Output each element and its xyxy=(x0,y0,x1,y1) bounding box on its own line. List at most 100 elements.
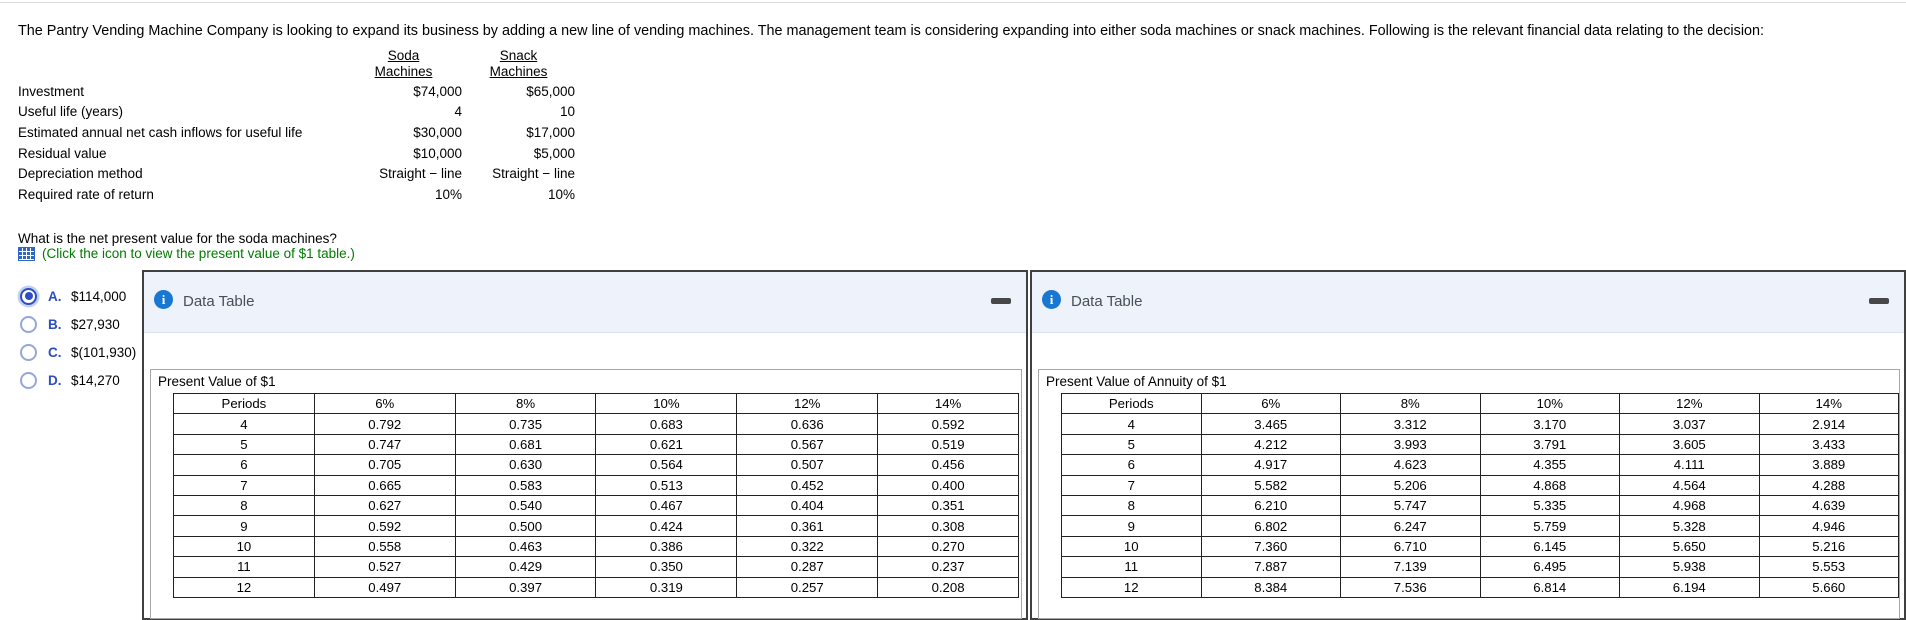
pv-cell: 4.212 xyxy=(1200,433,1341,456)
minimize-button[interactable] xyxy=(989,292,1013,310)
pv-cell: 5.206 xyxy=(1340,474,1481,496)
option-letter: A. xyxy=(48,288,62,304)
pv-cell: 0.513 xyxy=(595,474,738,496)
pv-header-cell: Periods xyxy=(1061,392,1202,415)
fin-snack-value: 10 xyxy=(559,104,575,120)
snack-header-line2: Machines xyxy=(489,63,548,79)
pv-cell: 0.540 xyxy=(454,494,597,517)
option-value: $14,270 xyxy=(71,372,120,388)
dialog-2-drag-handle[interactable]: i Data Table xyxy=(1032,272,1904,333)
pv-cell: 11 xyxy=(173,556,315,578)
answer-option-d[interactable]: D. $14,270 xyxy=(20,366,136,394)
financial-row: Required rate of return 10% 10% xyxy=(18,184,575,205)
info-icon: i xyxy=(154,290,173,309)
pv-cell: 8.384 xyxy=(1200,576,1341,598)
pv-cell: 7.360 xyxy=(1200,535,1341,558)
pv-cell: 0.208 xyxy=(877,576,1019,598)
financial-row: Depreciation method Straight − line Straig… xyxy=(18,163,575,184)
pv-cell: 5 xyxy=(173,433,315,456)
option-letter: B. xyxy=(48,316,62,332)
pv-cell: 0.400 xyxy=(877,474,1019,496)
pv-header-cell: 6% xyxy=(313,392,456,415)
fin-header-spacer xyxy=(18,37,345,81)
pv-header-cell: 8% xyxy=(454,392,597,415)
pv-cell: 0.319 xyxy=(595,576,738,598)
pv-cell: 0.735 xyxy=(454,413,597,435)
pv-cell: 9 xyxy=(173,515,315,537)
pv-data-row: 10 7.360 6.710 6.145 5.650 5.216 xyxy=(1061,535,1899,558)
fin-snack-value: 10% xyxy=(547,186,575,202)
fin-snack-value: $65,000 xyxy=(526,83,575,99)
fin-soda-value: $30,000 xyxy=(413,124,462,140)
pv-data-row: 7 0.665 0.583 0.513 0.452 0.400 xyxy=(173,474,1019,496)
pv-cell: 0.351 xyxy=(877,494,1019,517)
dialog-1-drag-handle[interactable]: i Data Table xyxy=(144,272,1026,333)
pv-data-row: 10 0.558 0.463 0.386 0.322 0.270 xyxy=(173,535,1019,558)
pv-cell: 4.564 xyxy=(1619,474,1760,496)
pv-cell: 4 xyxy=(173,413,315,435)
pv-data-row: 9 0.592 0.500 0.424 0.361 0.308 xyxy=(173,515,1019,537)
pv-cell: 6.194 xyxy=(1619,576,1760,598)
dialog-1-body: Present Value of $1 Periods 6% 8% 10% 12% 14%… xyxy=(144,333,1026,619)
pv-header-cell: 14% xyxy=(877,392,1019,415)
pv-cell: 0.792 xyxy=(313,413,456,435)
pv-data-row: 5 4.212 3.993 3.791 3.605 3.433 xyxy=(1061,433,1899,456)
pv-cell: 0.322 xyxy=(736,535,879,558)
minimize-icon xyxy=(1869,298,1889,304)
pv-cell: 0.592 xyxy=(313,515,456,537)
pv-cell: 5.650 xyxy=(1619,535,1760,558)
radio-button-c[interactable] xyxy=(20,343,37,361)
fin-header-row: Soda Machines Snack Machines xyxy=(18,37,575,81)
pv-cell: 6.802 xyxy=(1200,515,1341,537)
fin-soda-value: 4 xyxy=(454,104,462,120)
pv-cell: 0.630 xyxy=(454,454,597,476)
table-link-label: (Click the icon to view the present valu… xyxy=(42,246,355,261)
fin-soda-value: $10,000 xyxy=(413,145,462,161)
pv-cell: 3.170 xyxy=(1479,413,1620,435)
dialog-2-body: Present Value of Annuity of $1 Periods 6%… xyxy=(1032,333,1904,619)
pv-cell: 5.660 xyxy=(1758,576,1899,598)
radio-button-a-selected[interactable] xyxy=(20,287,37,305)
pv-cell: 7.887 xyxy=(1200,556,1341,578)
pv-data-row: 5 0.747 0.681 0.621 0.567 0.519 xyxy=(173,433,1019,456)
pv-header-row: Periods 6% 8% 10% 12% 14% xyxy=(173,392,1019,415)
pv-cell: 0.452 xyxy=(736,474,879,496)
soda-header-line1: Soda xyxy=(387,48,420,63)
pv-cell: 0.237 xyxy=(877,556,1019,578)
info-icon: i xyxy=(1042,290,1061,309)
fin-row-label: Depreciation method xyxy=(18,166,143,182)
pv-cell: 0.527 xyxy=(313,556,456,578)
radio-button-d[interactable] xyxy=(20,371,37,389)
table-grid-icon[interactable] xyxy=(18,246,35,261)
pv-cell: 4.968 xyxy=(1619,494,1760,517)
pv-cell: 3.037 xyxy=(1619,413,1760,435)
pv-cell: 6.710 xyxy=(1340,535,1481,558)
pv-cell: 5.582 xyxy=(1200,474,1341,496)
fin-snack-value: $5,000 xyxy=(533,145,575,161)
pv-cell: 3.605 xyxy=(1619,433,1760,456)
pv-cell: 7.139 xyxy=(1340,556,1481,578)
answer-option-a[interactable]: A. $114,000 xyxy=(20,282,136,310)
pv-header-cell: 8% xyxy=(1340,392,1481,415)
pv-cell: 4.288 xyxy=(1758,474,1899,496)
option-value: $114,000 xyxy=(71,288,127,304)
pv-cell: 0.350 xyxy=(595,556,738,578)
pv-cell: 5 xyxy=(1061,433,1202,456)
question-text: What is the net present value for the so… xyxy=(18,230,337,246)
fin-snack-value: $17,000 xyxy=(526,124,575,140)
soda-machines-column-header: Soda Machines xyxy=(345,37,462,81)
pv-cell: 0.497 xyxy=(313,576,456,598)
fin-row-label: Estimated annual net cash inflows for us… xyxy=(18,124,303,140)
pv-cell: 0.583 xyxy=(454,474,597,496)
fin-row-label: Useful life (years) xyxy=(18,104,124,120)
answer-option-c[interactable]: C. $(101,930) xyxy=(20,338,136,366)
pv-cell: 0.558 xyxy=(313,535,456,558)
pva-table-title: Present Value of Annuity of $1 xyxy=(1046,374,1227,389)
table-link-row: (Click the icon to view the present valu… xyxy=(18,246,355,261)
pv-cell: 2.914 xyxy=(1758,413,1899,435)
answer-option-b[interactable]: B. $27,930 xyxy=(20,310,136,338)
pv-cell: 0.424 xyxy=(595,515,738,537)
minimize-button[interactable] xyxy=(1867,292,1891,310)
radio-button-b[interactable] xyxy=(20,315,37,333)
pv-cell: 4.355 xyxy=(1479,454,1620,476)
